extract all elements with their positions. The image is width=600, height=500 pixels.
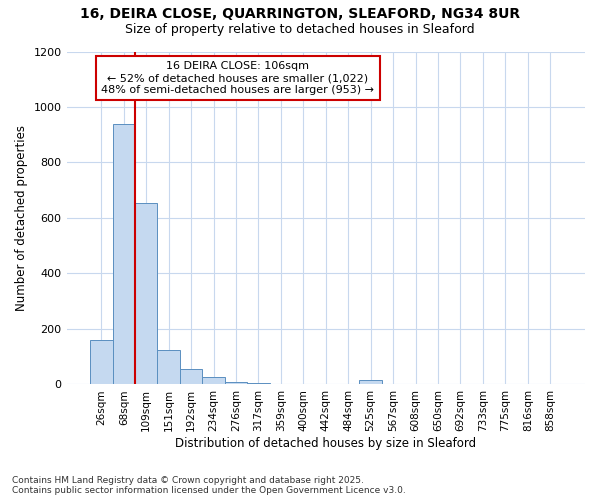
Bar (225, 382, 247, 384)
Bar (113, 124, 135, 384)
Y-axis label: Number of detached properties: Number of detached properties (15, 125, 28, 311)
Bar (202, 376, 225, 384)
Bar (247, 383, 269, 384)
Text: 16 DEIRA CLOSE: 106sqm
← 52% of detached houses are smaller (1,022)
48% of semi-: 16 DEIRA CLOSE: 106sqm ← 52% of detached… (101, 62, 374, 94)
Bar (359, 380, 382, 384)
Bar (135, 202, 157, 384)
X-axis label: Distribution of detached houses by size in Sleaford: Distribution of detached houses by size … (175, 437, 476, 450)
Bar (180, 368, 202, 384)
Text: Size of property relative to detached houses in Sleaford: Size of property relative to detached ho… (125, 22, 475, 36)
Text: 16, DEIRA CLOSE, QUARRINGTON, SLEAFORD, NG34 8UR: 16, DEIRA CLOSE, QUARRINGTON, SLEAFORD, … (80, 8, 520, 22)
Text: Contains HM Land Registry data © Crown copyright and database right 2025.
Contai: Contains HM Land Registry data © Crown c… (12, 476, 406, 495)
Bar (157, 350, 180, 384)
Bar (90, 340, 113, 384)
